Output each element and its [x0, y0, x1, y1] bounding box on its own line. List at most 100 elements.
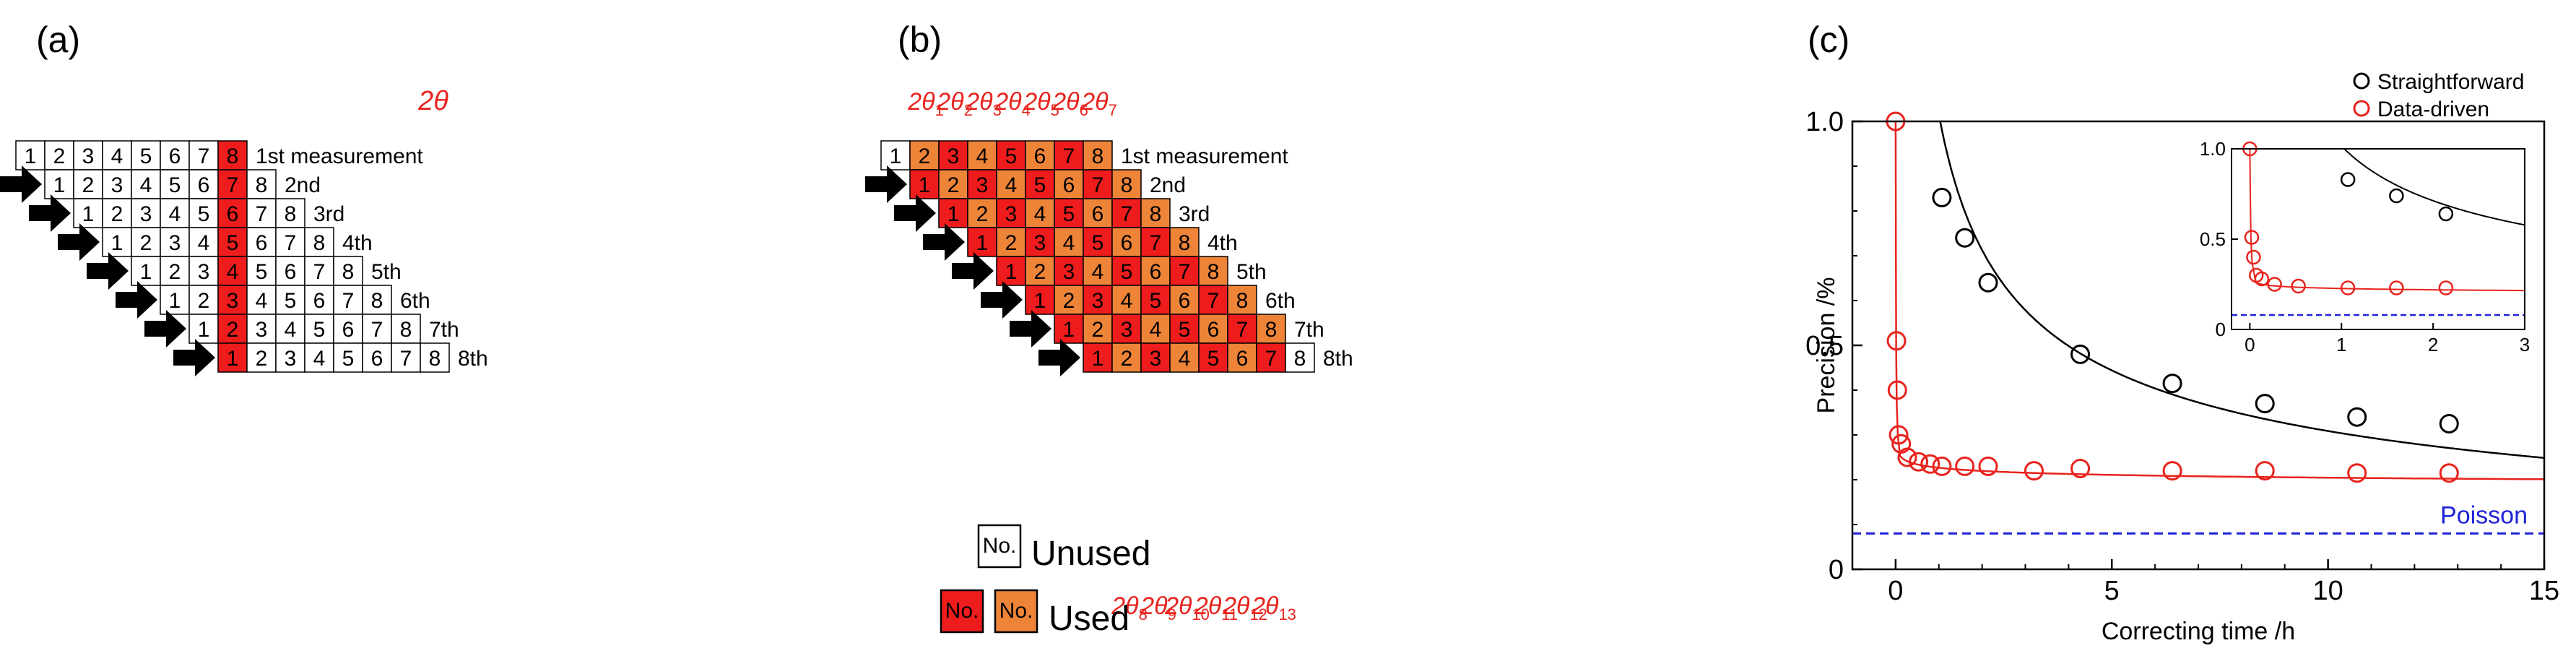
panel-b-cell-text: 5 [1121, 260, 1133, 284]
data-driven-point [1932, 456, 1952, 476]
panel-b-cell-text: 8 [1236, 289, 1249, 313]
inset-straightforward-point [2438, 206, 2454, 222]
panel-a-cell-text: 5 [285, 289, 297, 313]
inset-x-tick-label: 3 [2520, 334, 2530, 355]
panel-b-cell [967, 169, 997, 199]
panel-a-cell-text: 8 [400, 318, 412, 342]
panel-b-cell [996, 227, 1026, 257]
inset-straightforward-point [2340, 172, 2356, 187]
panel-a-cell-text: 7 [285, 231, 297, 255]
panel-b-arrow-icon [952, 252, 994, 290]
panel-a-cell-text: 1 [227, 347, 239, 371]
panel-b-cell [1054, 314, 1084, 344]
panel-a-cell-text: 4 [227, 260, 239, 284]
panel-b-cell-text: 8 [1150, 202, 1162, 226]
panel-b-cell [1227, 342, 1257, 373]
data-driven-point [2439, 463, 2459, 483]
data-driven-point [2024, 461, 2044, 481]
panel-a-cell-text: 7 [400, 347, 412, 371]
x-tick-label: 0 [1888, 576, 1903, 606]
panel-a-cell-text: 6 [227, 202, 239, 226]
panel-a-cell-text: 2 [169, 260, 181, 284]
panel-b-bottom-theta: 2θ8 [1111, 592, 1148, 623]
data-driven-point [1897, 447, 1917, 467]
panel-b-cell-text: 5 [1092, 231, 1104, 255]
legend-data-driven-marker [2353, 100, 2370, 117]
inset-data-driven-fit [2249, 149, 2525, 292]
straightforward-fit-line [1939, 121, 2544, 459]
panel-b-cell-text: 1 [1063, 318, 1075, 342]
panel-a-cell-text: 3 [111, 173, 123, 197]
panel-a-cell [304, 285, 334, 315]
panel-a-cell-text: 4 [169, 202, 181, 226]
panel-a-cell-text: 2 [53, 144, 66, 168]
panel-a-cell [420, 342, 450, 373]
panel-b-arrow-icon [1010, 310, 1051, 348]
panel-a-cell-text: 4 [111, 144, 123, 168]
panel-b-bottom-theta: 2θ12 [1222, 592, 1267, 623]
panel-a-cell [304, 314, 334, 344]
panel-b-cell-text: 6 [1092, 202, 1104, 226]
panel-b-cell-text: 3 [1092, 289, 1104, 313]
inset-straightforward-point [2389, 188, 2404, 204]
straightforward-point [1978, 272, 1998, 293]
panel-a-cell-text: 8 [342, 260, 355, 284]
data-driven-point [2162, 461, 2182, 481]
panel-a-cell [15, 140, 45, 171]
panel-b-cell [1169, 256, 1200, 286]
panel-a-cell-text: 7 [256, 202, 268, 226]
panel-b-row-label: 1st measurement [1121, 144, 1288, 168]
panel-b-cell-text: 1 [919, 173, 931, 197]
data-driven-fit-line [1894, 121, 2544, 480]
data-driven-point [2347, 463, 2367, 483]
panel-a-row-label: 8th [458, 347, 488, 371]
inset-data-driven-point [2244, 230, 2260, 245]
panel-a-row-label: 6th [400, 289, 430, 313]
panel-b-top-theta: 2θ1 [907, 88, 944, 119]
panel-a-cell-text: 5 [342, 347, 355, 371]
legend-used-label: Used [1049, 600, 1129, 638]
panel-a-cell [246, 256, 277, 286]
panel-b-cell [1025, 169, 1055, 199]
legend-unused-label: Unused [1031, 535, 1150, 573]
panel-b-top-theta: 2θ2 [936, 88, 973, 119]
inset-data-driven-point [2389, 280, 2404, 295]
data-driven-point [1909, 452, 1929, 472]
panel-a-cell-text: 4 [285, 318, 297, 342]
panel-a-cell-text: 1 [140, 260, 152, 284]
x-tick-label: 5 [2104, 576, 2120, 606]
panel-a-cell-text: 6 [342, 318, 355, 342]
panel-a-cell [246, 314, 277, 344]
panel-b-row-label: 6th [1265, 289, 1296, 313]
panel-b-cell [1169, 342, 1200, 373]
legend-used-red-box-text: No. [945, 599, 979, 623]
inset-background [2232, 149, 2525, 329]
panel-b-cell-text: 3 [1121, 318, 1133, 342]
panel-b-cell [1111, 198, 1142, 228]
panel-a-cell [362, 314, 392, 344]
straightforward-point [2070, 344, 2091, 364]
panel-a-arrow-icon [144, 310, 186, 348]
panel-a-cell [73, 169, 103, 199]
inset-chart: 0 1 2 3 0 0.5 1.0 [2200, 138, 2530, 355]
panel-a-arrow-icon [58, 223, 100, 261]
panel-b-cell-text: 5 [1034, 173, 1046, 197]
panel-b-cell-text: 7 [1236, 318, 1249, 342]
panel-b-cell [1111, 256, 1142, 286]
panel-a-arrow-icon [29, 194, 71, 232]
panel-a-cell-text: 7 [198, 144, 210, 168]
straightforward-point [2255, 394, 2275, 414]
panel-b-bottom-theta: 2θ13 [1251, 592, 1296, 623]
panel-b-cell-text: 3 [947, 144, 960, 168]
panel-b-row-label: 4th [1207, 231, 1238, 255]
panel-b-cell-text: 3 [1005, 202, 1018, 226]
panel-b-cell [1169, 227, 1200, 257]
panel-b-top-theta: 2θ6 [1051, 88, 1088, 119]
panel-a-cell-text: 2 [227, 318, 239, 342]
y-tick-label: 1.0 [1805, 107, 1844, 137]
panel-a-row-label: 7th [429, 318, 459, 342]
panel-b-cell-text: 7 [1265, 347, 1278, 371]
panel-b-cell-text: 5 [1150, 289, 1162, 313]
panel-b-cell [1111, 227, 1142, 257]
